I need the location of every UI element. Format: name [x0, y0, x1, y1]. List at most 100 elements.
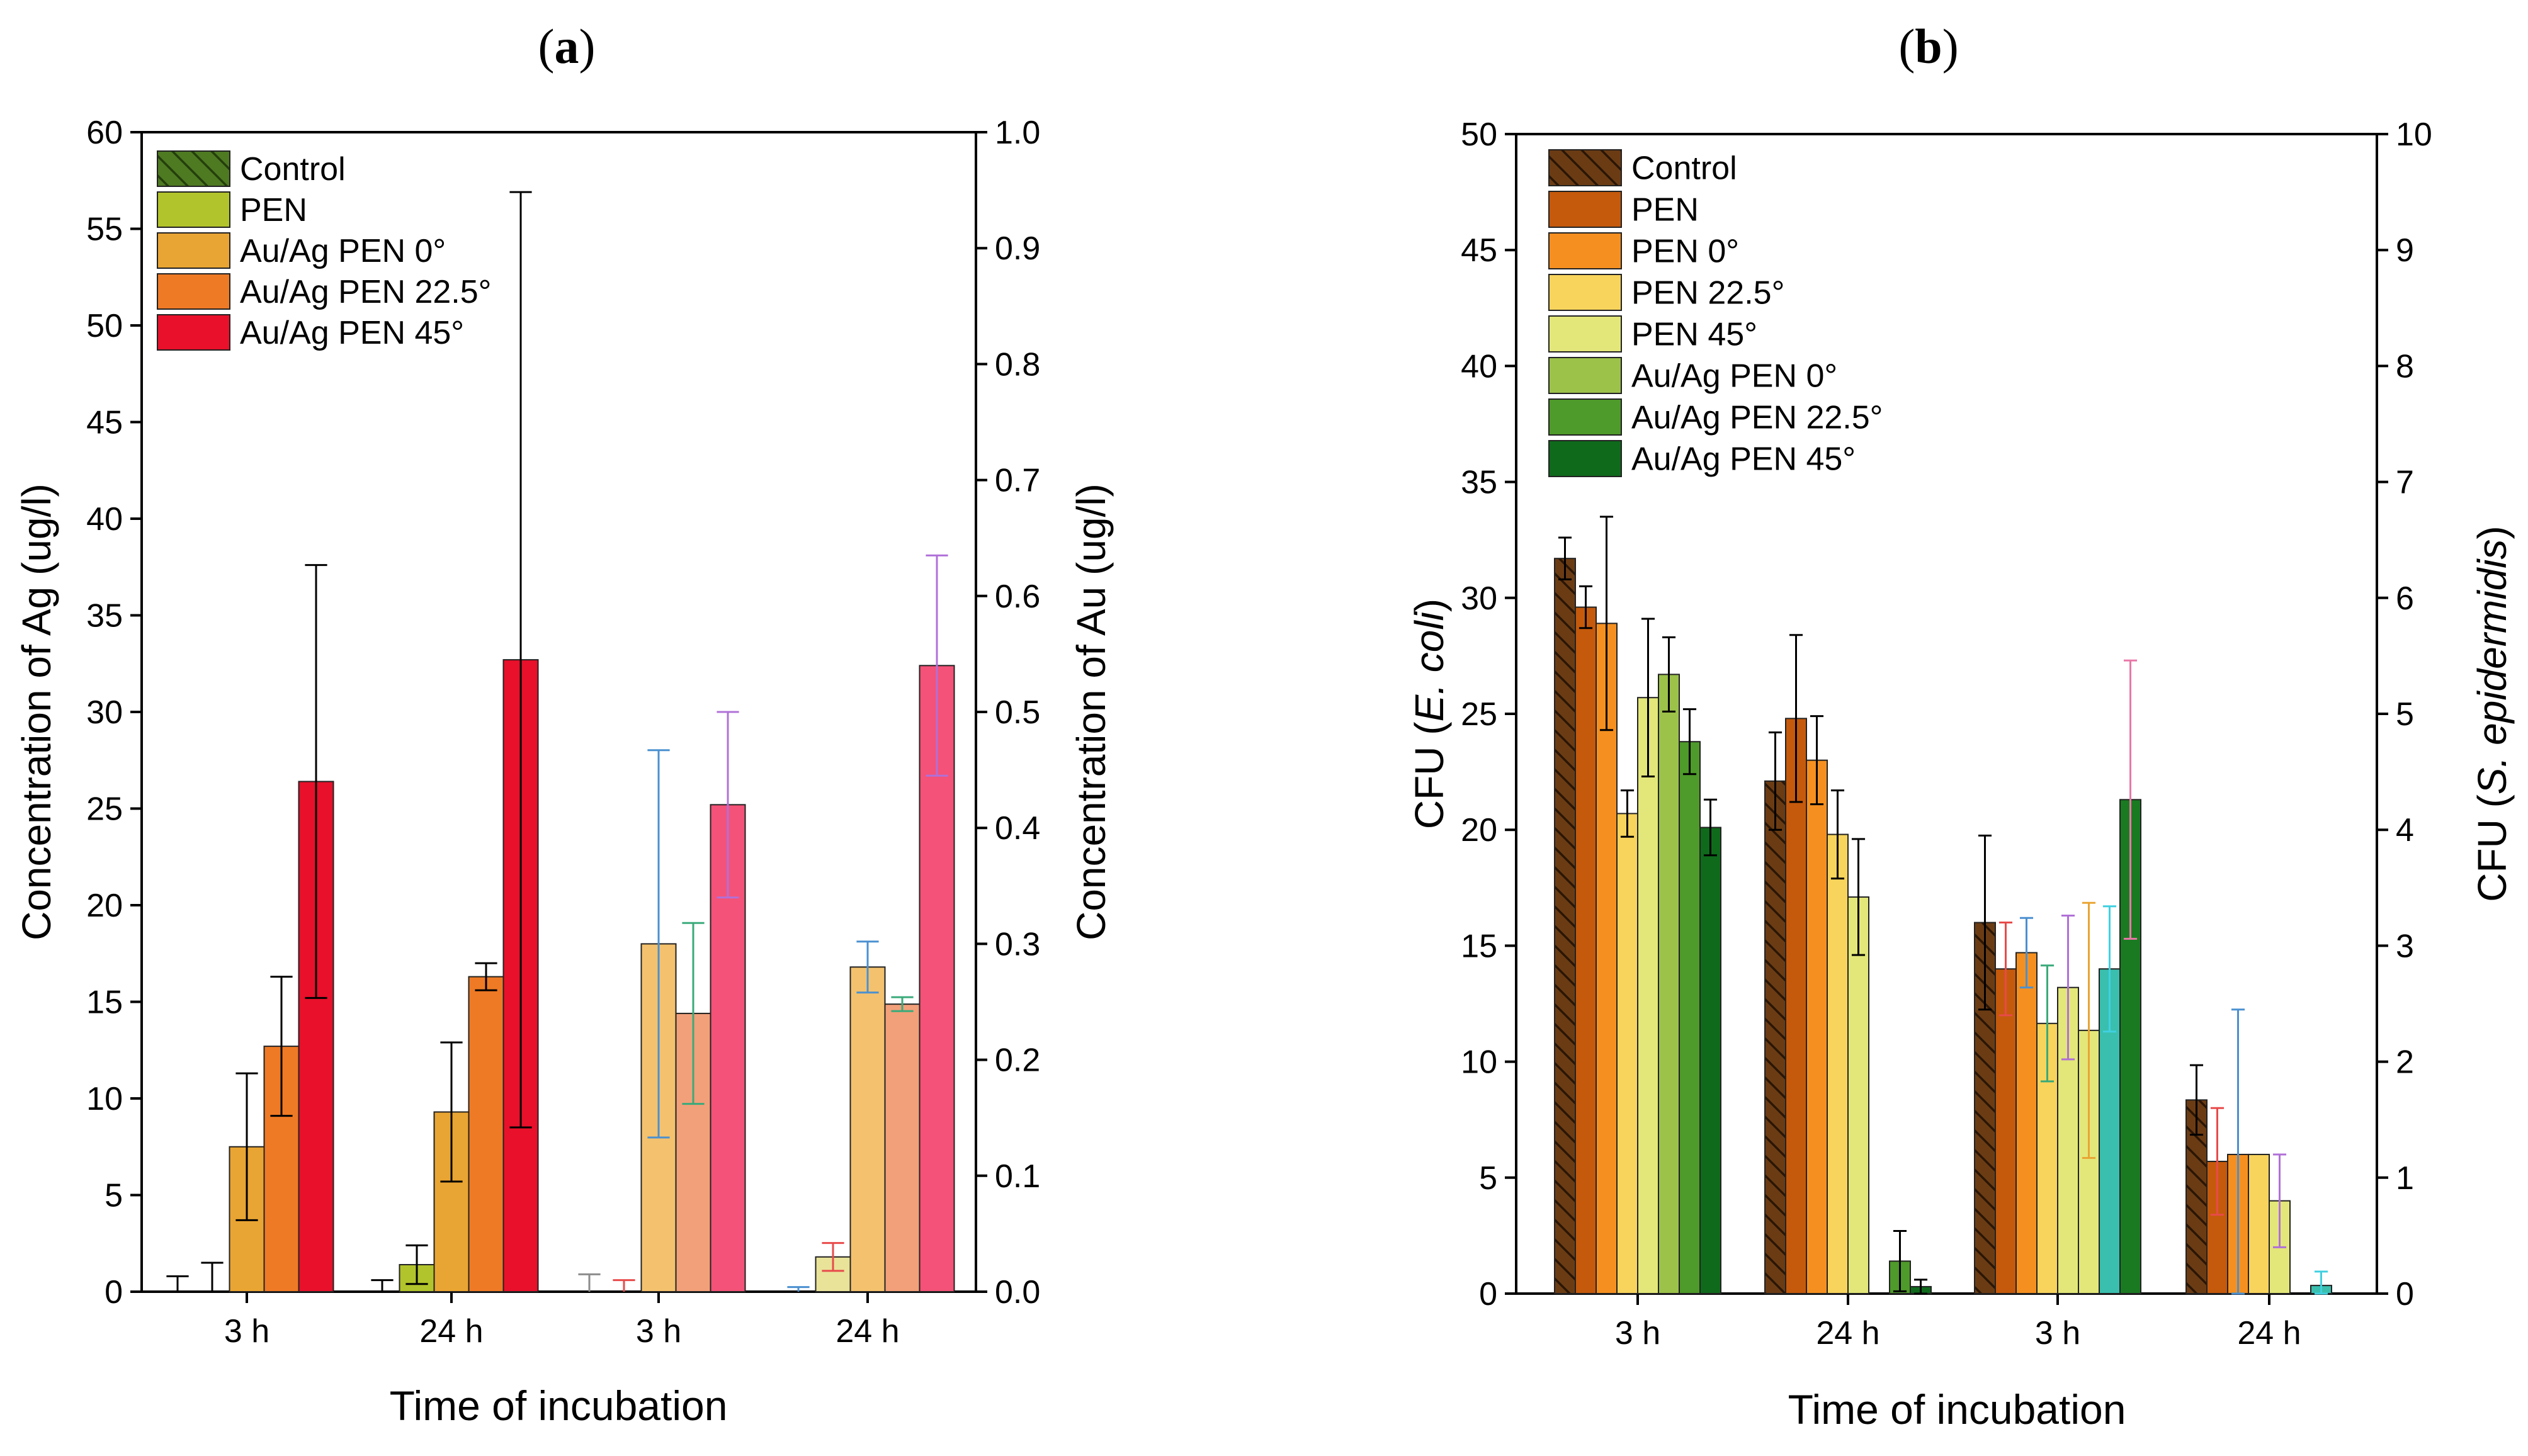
- y-left-tick-label-b: 15: [1461, 928, 1497, 964]
- y-left-tick-label-a: 60: [86, 115, 123, 151]
- legend-label-b: Control: [1631, 150, 1737, 187]
- y-left-tick-label-a: 40: [86, 501, 123, 538]
- bar-b: [1679, 741, 1701, 1294]
- bar-b: [1995, 968, 2017, 1294]
- legend-swatch-a: [157, 273, 230, 310]
- y-left-tick-label-b: 25: [1461, 696, 1497, 733]
- y-right-tick-label-a: 0.6: [995, 578, 1040, 615]
- legend-swatch-b: [1548, 440, 1622, 477]
- legend-swatch-b: [1548, 315, 1622, 353]
- bar-b: [1699, 827, 1721, 1294]
- y-right-tick-label-a: 0.7: [995, 463, 1040, 499]
- y-right-title-b-part3: ): [2469, 526, 2515, 539]
- bars-b: [1554, 516, 2332, 1295]
- panel-letter-a: a: [555, 19, 579, 74]
- y-right-tick-label-a: 0.4: [995, 810, 1040, 847]
- bar-b: [1637, 697, 1659, 1295]
- y-axis-left-title-a: Concentration of Ag (ug/l): [14, 483, 59, 940]
- y-left-tick-label-b: 5: [1479, 1160, 1497, 1197]
- y-right-tick-label-b: 2: [2396, 1044, 2414, 1081]
- legend-label-a: Control: [240, 151, 346, 188]
- y-right-tick-label-a: 0.0: [995, 1274, 1040, 1311]
- y-left-tick-label-b: 10: [1461, 1044, 1497, 1081]
- panel-letter-b: b: [1915, 19, 1942, 74]
- x-tick-label-b: 3 h: [2035, 1315, 2080, 1352]
- y-right-title-b-part2: S. epidermidis: [2469, 539, 2515, 795]
- bar-b: [1827, 833, 1849, 1294]
- y-right-tick-label-b: 10: [2396, 116, 2432, 153]
- legend-label-a: Au/Ag PEN 45°: [240, 315, 464, 351]
- y-left-tick-label-b: 30: [1461, 580, 1497, 617]
- bar-b: [2248, 1153, 2270, 1294]
- y-left-tick-label-a: 0: [105, 1274, 123, 1311]
- legend-label-a: Au/Ag PEN 0°: [240, 233, 446, 269]
- x-tick-label-a: 24 h: [419, 1313, 483, 1350]
- bar-a: [884, 1003, 921, 1292]
- y-right-tick-label-b: 6: [2396, 580, 2414, 617]
- y-left-tick-label-b: 45: [1461, 232, 1497, 269]
- legend-label-b: PEN 45°: [1631, 317, 1757, 353]
- bar-b: [1764, 780, 1786, 1295]
- y-right-tick-label-a: 0.5: [995, 694, 1040, 731]
- legend-b: Control PEN PEN 0° PEN 22.5° PEN 45° Au/Ag PE…: [1548, 149, 1883, 478]
- y-right-tick-label-a: 0.2: [995, 1042, 1040, 1079]
- x-tick-label-a: 3 h: [636, 1313, 681, 1350]
- legend-label-a: Au/Ag PEN 22.5°: [240, 274, 491, 310]
- y-right-tick-label-b: 4: [2396, 812, 2414, 849]
- bar-b: [1658, 674, 1680, 1294]
- y-left-title-b-part1: CFU (: [1407, 721, 1452, 829]
- legend-swatch-b: [1548, 232, 1622, 269]
- panel-label-a: (a): [538, 19, 596, 74]
- y-left-tick-label-a: 50: [86, 308, 123, 344]
- bar-a: [849, 966, 886, 1292]
- x-axis-a: 3 h 24 h 3 h 24 h: [224, 1292, 900, 1350]
- bar-b: [1785, 718, 1807, 1295]
- y-left-tick-label-a: 5: [105, 1178, 123, 1214]
- x-tick-label-a: 3 h: [224, 1313, 269, 1350]
- y-axis-right-title-a: Concentration of Au (ug/l): [1068, 483, 1114, 940]
- y-right-tick-label-b: 0: [2396, 1276, 2414, 1312]
- legend-swatch-b: [1548, 398, 1622, 436]
- x-tick-label-b: 24 h: [1816, 1315, 1879, 1352]
- legend-swatch-a: [157, 150, 230, 187]
- y-left-tick-label-a: 45: [86, 405, 123, 441]
- bar-a: [468, 976, 504, 1292]
- legend-a: Control PEN Au/Ag PEN 0° Au/Ag PEN 22.5° Au/…: [157, 150, 491, 351]
- legend-swatch-a: [157, 232, 230, 269]
- legend-swatch-b: [1548, 357, 1622, 394]
- legend-label-b: Au/Ag PEN 0°: [1631, 358, 1837, 395]
- bar-b: [1806, 759, 1828, 1295]
- y-right-tick-label-a: 0.1: [995, 1158, 1040, 1195]
- bar-b: [1847, 896, 1869, 1294]
- y-right-tick-label-a: 0.9: [995, 230, 1040, 267]
- legend-swatch-a: [157, 314, 230, 351]
- y-left-tick-label-b: 20: [1461, 812, 1497, 849]
- bar-b: [1554, 558, 1576, 1294]
- legend-swatch-a: [157, 191, 230, 228]
- y-axis-left-b: 0 5 10 15 20 25 30 35 40 45 50: [1461, 116, 1516, 1312]
- y-left-tick-label-b: 35: [1461, 465, 1497, 501]
- legend-label-b: PEN 0°: [1631, 234, 1739, 270]
- y-left-title-b-part2: E. coli: [1407, 611, 1452, 721]
- y-right-tick-label-b: 3: [2396, 928, 2414, 964]
- y-axis-right-title-b: CFU (S. epidermidis): [2469, 526, 2515, 901]
- legend-swatch-b: [1548, 191, 1622, 228]
- legend-label-b: PEN 22.5°: [1631, 275, 1784, 312]
- x-axis-b: 3 h 24 h 3 h 24 h: [1615, 1294, 2301, 1352]
- legend-swatch-b: [1548, 274, 1622, 311]
- y-right-title-b-part1: CFU (: [2469, 794, 2515, 902]
- legend-label-b: Au/Ag PEN 22.5°: [1631, 400, 1883, 436]
- panel-label-b: (b): [1898, 19, 1958, 74]
- y-right-tick-label-b: 1: [2396, 1160, 2414, 1197]
- y-right-tick-label-b: 5: [2396, 696, 2414, 733]
- y-left-tick-label-a: 15: [86, 985, 123, 1021]
- y-left-tick-label-a: 55: [86, 212, 123, 248]
- y-axis-left-a: 0 5 10 15 20 25 30 35 40 45 50 55 60: [86, 115, 142, 1311]
- x-axis-title-a: Time of incubation: [390, 1382, 728, 1429]
- x-tick-label-b: 24 h: [2237, 1315, 2301, 1352]
- y-left-tick-label-b: 40: [1461, 348, 1497, 385]
